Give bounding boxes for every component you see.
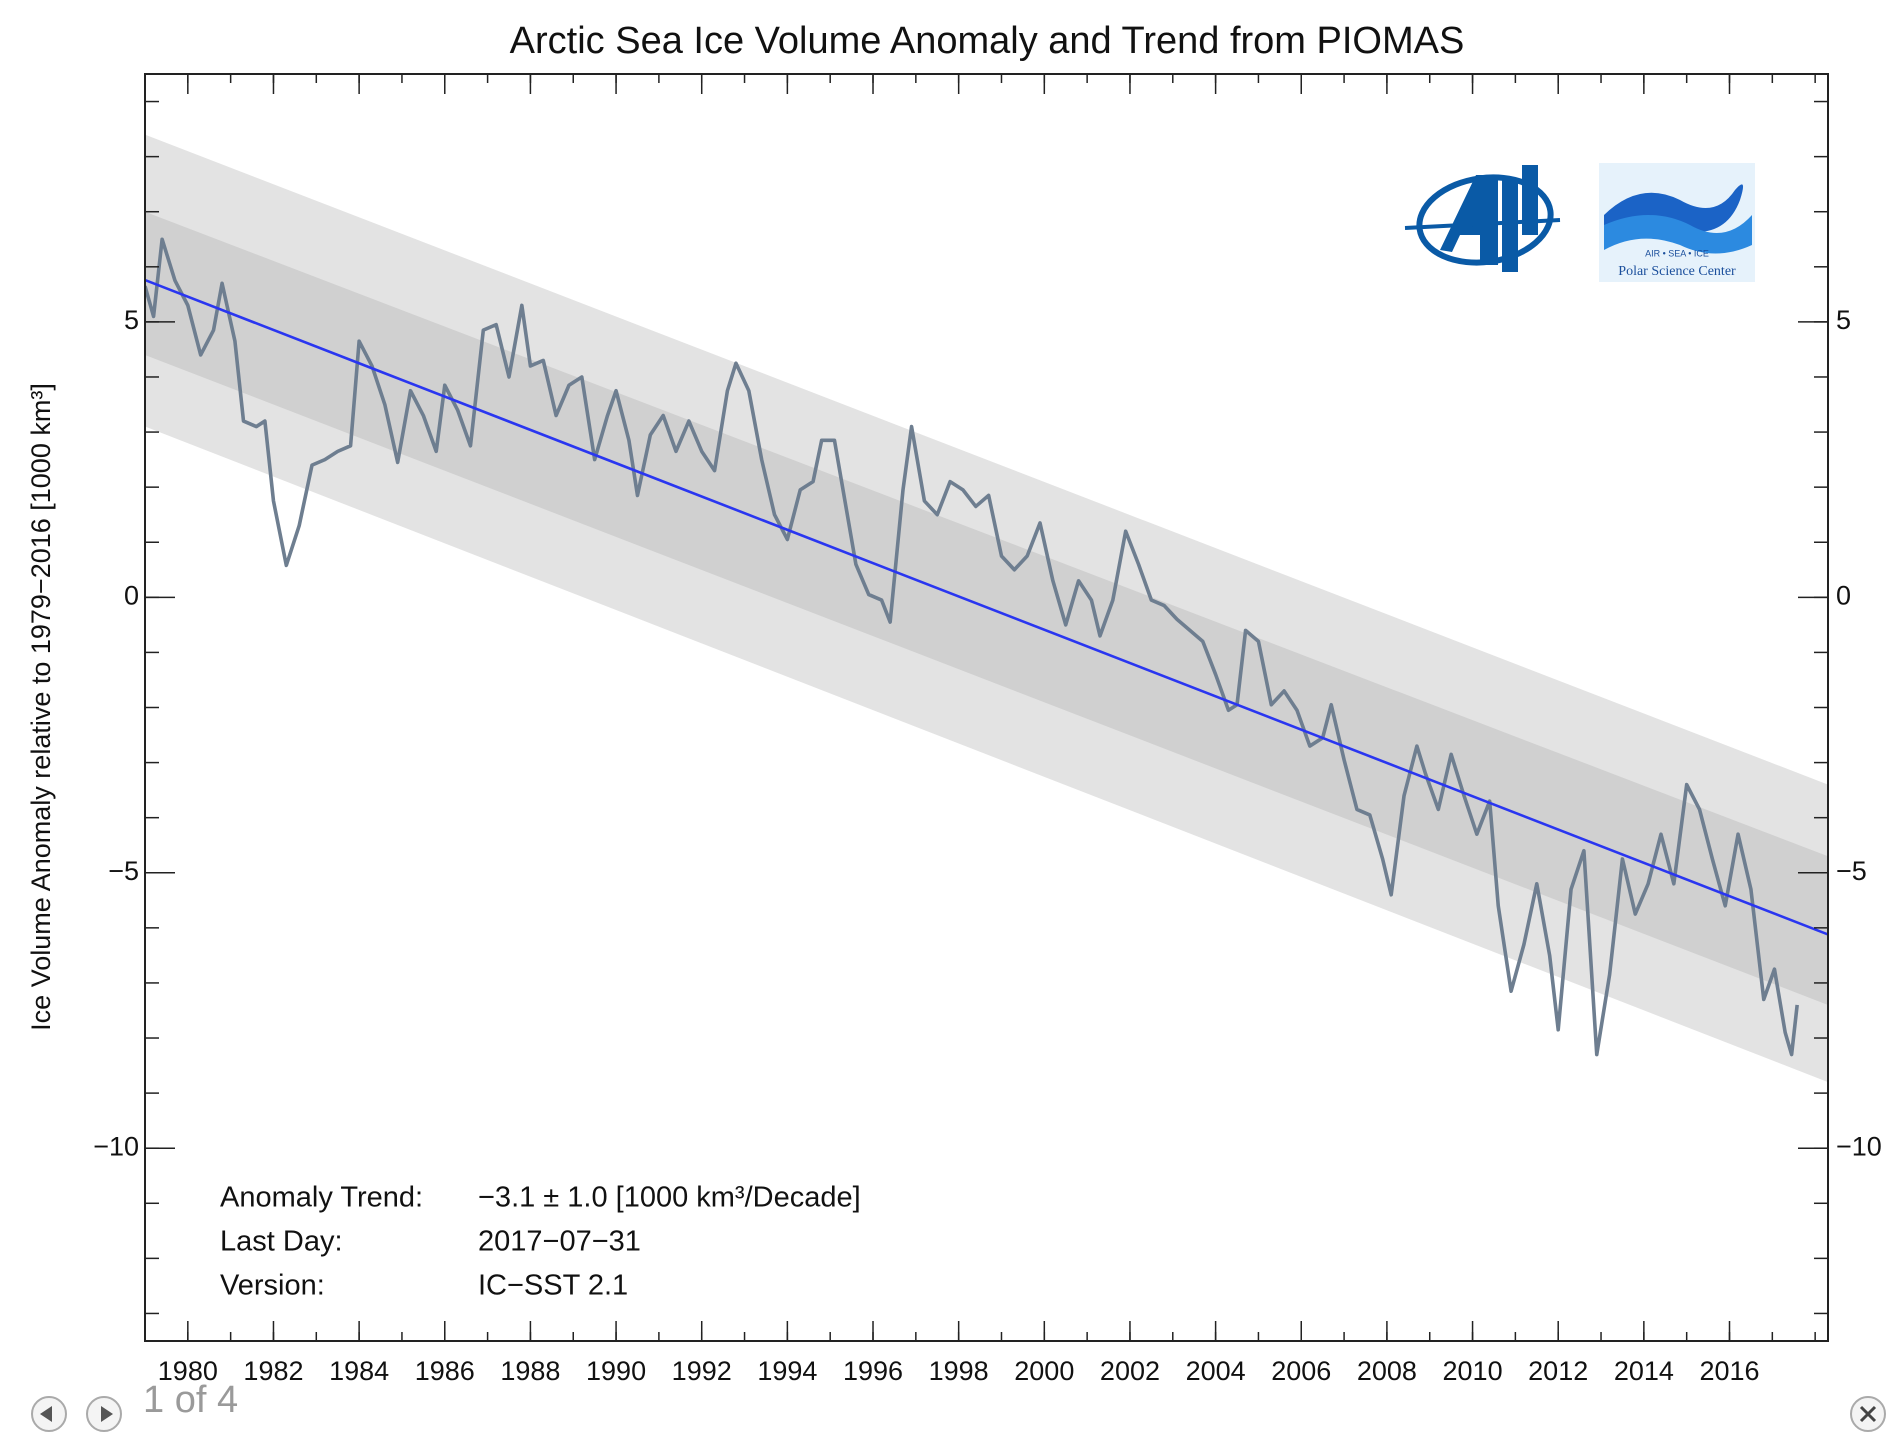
annotation-value: 2017−07−31 [478,1226,641,1258]
viewer-controls: 1 of 4 [31,1379,1886,1432]
x-tick-label: 2004 [1186,1356,1246,1386]
x-tick-label: 1980 [158,1356,218,1386]
y-axis-label: Ice Volume Anomaly relative to 1979−2016… [26,383,56,1031]
psc-logo: AIR • SEA • ICE Polar Science Center [1599,163,1755,282]
x-tick-label: 1982 [243,1356,303,1386]
x-tick-label: 1992 [672,1356,732,1386]
annotation-label: Version: [220,1270,325,1302]
x-tick-label: 2010 [1443,1356,1503,1386]
y-tick-label-right: −5 [1836,856,1867,886]
x-tick-label: 1994 [757,1356,817,1386]
annotation-label: Last Day: [220,1226,343,1258]
x-tick-label: 1986 [415,1356,475,1386]
y-tick-label-right: −10 [1836,1131,1882,1161]
y-tick-label: −5 [108,856,139,886]
next-button[interactable] [86,1396,122,1432]
logos: AIR • SEA • ICE Polar Science Center [1404,163,1755,282]
plot-area: 1980 1982 1984 1986 1988 1990 1992 1994 1996 1998… [93,73,1882,1386]
y-tick-label: 0 [124,580,139,610]
annotation-value: −3.1 ± 1.0 [1000 km³/Decade] [478,1182,861,1214]
x-tick-label: 2006 [1271,1356,1331,1386]
x-tick-label: 1998 [929,1356,989,1386]
x-tick-label: 2012 [1528,1356,1588,1386]
x-tick-label: 2002 [1100,1356,1160,1386]
psc-name: Polar Science Center [1618,264,1736,279]
y-tick-label-right: 5 [1836,305,1851,335]
apl-logo [1404,165,1561,272]
close-button[interactable] [1850,1396,1886,1432]
x-tick-label: 2008 [1357,1356,1417,1386]
y-tick-label: −10 [93,1131,139,1161]
anomaly-line [145,237,1799,1057]
annotation-label: Anomaly Trend: [220,1182,423,1214]
psc-tagline: AIR • SEA • ICE [1645,248,1709,258]
x-tick-label: 1990 [586,1356,646,1386]
x-tick-label: 2000 [1014,1356,1074,1386]
clipped-data [145,134,1828,1083]
previous-button[interactable] [31,1396,67,1432]
x-tick-label: 1988 [500,1356,560,1386]
annotation-value: IC−SST 2.1 [478,1270,628,1302]
trend-line [145,278,1828,936]
x-tick-label: 2016 [1699,1356,1759,1386]
x-tick-label: 1984 [329,1356,389,1386]
x-tick-label: 1996 [843,1356,903,1386]
x-tick-label: 2014 [1614,1356,1674,1386]
y-tick-label-right: 0 [1836,580,1851,610]
y-tick-label: 5 [124,305,139,335]
image-counter: 1 of 4 [143,1379,238,1421]
chart-title: Arctic Sea Ice Volume Anomaly and Trend … [510,20,1465,62]
